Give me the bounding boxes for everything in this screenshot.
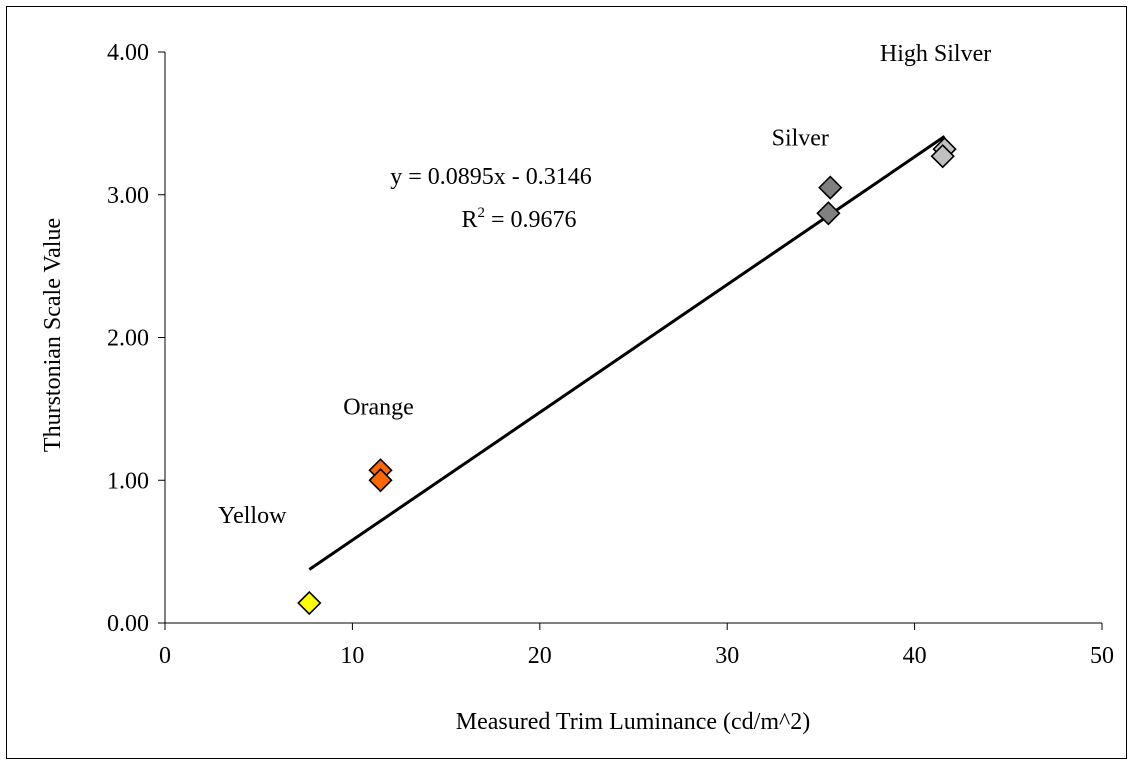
y-tick-label: 1.00 xyxy=(107,468,149,494)
r-squared-label: R xyxy=(461,207,477,233)
r-squared-value: = 0.9676 xyxy=(485,207,577,233)
y-tick-label: 0.00 xyxy=(107,611,149,637)
trendline-group xyxy=(308,135,946,571)
ticks: 0 10 20 30 40 50 0.00 1.00 2.00 3.00 4.00 xyxy=(107,40,1114,669)
chart-frame xyxy=(6,6,1127,759)
data-point-orange xyxy=(368,468,393,493)
y-tick-label: 3.00 xyxy=(107,183,149,209)
x-axis-title: Measured Trim Luminance (cd/m^2) xyxy=(456,709,811,735)
axes xyxy=(164,52,1102,624)
data-point-silver xyxy=(816,201,841,226)
y-tick-label: 4.00 xyxy=(107,40,149,66)
data-point-silver xyxy=(818,175,843,200)
y-axis-title: Thurstonian Scale Value xyxy=(40,218,66,452)
series-labels: Yellow Orange Silver High Silver xyxy=(218,41,991,529)
trendline-equation: y = 0.0895x - 0.3146 xyxy=(390,164,592,190)
x-tick-label: 10 xyxy=(340,643,364,669)
x-tick-label: 0 xyxy=(159,643,171,669)
x-tick-label: 20 xyxy=(528,643,552,669)
x-tick-label: 30 xyxy=(715,643,739,669)
y-tick-label: 2.00 xyxy=(107,326,149,352)
series-label-high-silver: High Silver xyxy=(880,41,991,67)
series-label-orange: Orange xyxy=(343,394,414,420)
x-tick-label: 50 xyxy=(1090,643,1114,669)
r-squared-exponent: 2 xyxy=(477,205,485,221)
trendline xyxy=(308,135,946,571)
trendline-r-squared: R2 = 0.9676 xyxy=(461,205,576,233)
data-point-high-silver xyxy=(930,144,955,169)
data-point-yellow xyxy=(297,590,322,616)
x-tick-label: 40 xyxy=(903,643,927,669)
series-label-silver: Silver xyxy=(772,126,829,152)
data-points xyxy=(297,136,957,616)
series-label-yellow: Yellow xyxy=(218,503,287,529)
